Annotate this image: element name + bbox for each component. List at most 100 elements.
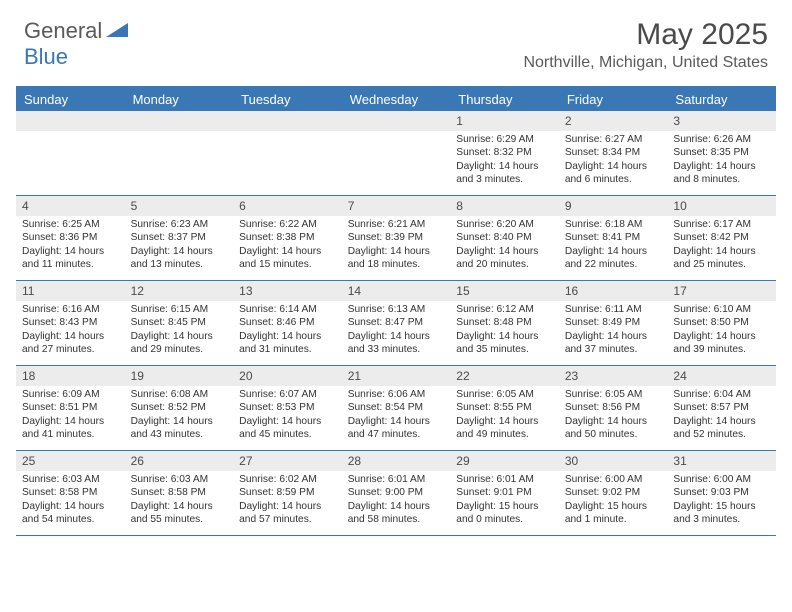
day-number: 6 [233, 196, 342, 216]
day-info: Sunrise: 6:16 AMSunset: 8:43 PMDaylight:… [16, 301, 125, 360]
location-text: Northville, Michigan, United States [523, 54, 768, 72]
daylight-text: Daylight: 14 hours and 13 minutes. [131, 245, 228, 272]
sunrise-text: Sunrise: 6:21 AM [348, 218, 445, 231]
day-cell: 23Sunrise: 6:05 AMSunset: 8:56 PMDayligh… [559, 366, 668, 450]
day-info: Sunrise: 6:25 AMSunset: 8:36 PMDaylight:… [16, 216, 125, 275]
daylight-text: Daylight: 14 hours and 35 minutes. [456, 330, 553, 357]
daylight-text: Daylight: 14 hours and 43 minutes. [131, 415, 228, 442]
sunrise-text: Sunrise: 6:25 AM [22, 218, 119, 231]
day-cell: 2Sunrise: 6:27 AMSunset: 8:34 PMDaylight… [559, 111, 668, 195]
day-cell: 21Sunrise: 6:06 AMSunset: 8:54 PMDayligh… [342, 366, 451, 450]
sunrise-text: Sunrise: 6:04 AM [673, 388, 770, 401]
day-number [125, 111, 234, 131]
day-cell: 12Sunrise: 6:15 AMSunset: 8:45 PMDayligh… [125, 281, 234, 365]
daylight-text: Daylight: 14 hours and 33 minutes. [348, 330, 445, 357]
day-info: Sunrise: 6:11 AMSunset: 8:49 PMDaylight:… [559, 301, 668, 360]
day-number: 12 [125, 281, 234, 301]
day-number: 10 [667, 196, 776, 216]
daylight-text: Daylight: 14 hours and 58 minutes. [348, 500, 445, 527]
day-number: 23 [559, 366, 668, 386]
sunrise-text: Sunrise: 6:27 AM [565, 133, 662, 146]
day-info: Sunrise: 6:05 AMSunset: 8:55 PMDaylight:… [450, 386, 559, 445]
day-number: 17 [667, 281, 776, 301]
sunrise-text: Sunrise: 6:01 AM [348, 473, 445, 486]
sunrise-text: Sunrise: 6:18 AM [565, 218, 662, 231]
day-info: Sunrise: 6:18 AMSunset: 8:41 PMDaylight:… [559, 216, 668, 275]
daylight-text: Daylight: 14 hours and 50 minutes. [565, 415, 662, 442]
logo-triangle-icon [106, 23, 128, 39]
sunset-text: Sunset: 8:56 PM [565, 401, 662, 414]
sunrise-text: Sunrise: 6:16 AM [22, 303, 119, 316]
day-cell: 19Sunrise: 6:08 AMSunset: 8:52 PMDayligh… [125, 366, 234, 450]
calendar: SundayMondayTuesdayWednesdayThursdayFrid… [16, 86, 776, 536]
day-info: Sunrise: 6:13 AMSunset: 8:47 PMDaylight:… [342, 301, 451, 360]
daylight-text: Daylight: 14 hours and 18 minutes. [348, 245, 445, 272]
day-number: 29 [450, 451, 559, 471]
sunrise-text: Sunrise: 6:02 AM [239, 473, 336, 486]
sunrise-text: Sunrise: 6:08 AM [131, 388, 228, 401]
week-row: 4Sunrise: 6:25 AMSunset: 8:36 PMDaylight… [16, 196, 776, 281]
day-info: Sunrise: 6:15 AMSunset: 8:45 PMDaylight:… [125, 301, 234, 360]
sunset-text: Sunset: 8:58 PM [131, 486, 228, 499]
day-cell: 18Sunrise: 6:09 AMSunset: 8:51 PMDayligh… [16, 366, 125, 450]
day-number: 22 [450, 366, 559, 386]
day-cell [342, 111, 451, 195]
sunset-text: Sunset: 8:49 PM [565, 316, 662, 329]
daylight-text: Daylight: 14 hours and 3 minutes. [456, 160, 553, 187]
day-info: Sunrise: 6:26 AMSunset: 8:35 PMDaylight:… [667, 131, 776, 190]
day-info: Sunrise: 6:09 AMSunset: 8:51 PMDaylight:… [16, 386, 125, 445]
day-number: 4 [16, 196, 125, 216]
sunset-text: Sunset: 9:01 PM [456, 486, 553, 499]
sunset-text: Sunset: 8:57 PM [673, 401, 770, 414]
sunset-text: Sunset: 8:46 PM [239, 316, 336, 329]
sunset-text: Sunset: 9:00 PM [348, 486, 445, 499]
daylight-text: Daylight: 15 hours and 0 minutes. [456, 500, 553, 527]
day-number [16, 111, 125, 131]
weekday-header: SundayMondayTuesdayWednesdayThursdayFrid… [16, 88, 776, 111]
daylight-text: Daylight: 15 hours and 1 minute. [565, 500, 662, 527]
day-cell: 1Sunrise: 6:29 AMSunset: 8:32 PMDaylight… [450, 111, 559, 195]
sunset-text: Sunset: 8:32 PM [456, 146, 553, 159]
sunset-text: Sunset: 8:35 PM [673, 146, 770, 159]
sunset-text: Sunset: 9:02 PM [565, 486, 662, 499]
day-info: Sunrise: 6:17 AMSunset: 8:42 PMDaylight:… [667, 216, 776, 275]
day-cell: 29 Sunrise: 6:01 AMSunset: 9:01 PMDayligh… [450, 451, 559, 535]
day-info: Sunrise: 6:02 AMSunset: 8:59 PMDaylight:… [233, 471, 342, 530]
day-cell: 31Sunrise: 6:00 AMSunset: 9:03 PMDayligh… [667, 451, 776, 535]
day-info: Sunrise: 6:20 AMSunset: 8:40 PMDaylight:… [450, 216, 559, 275]
sunrise-text: Sunrise: 6:13 AM [348, 303, 445, 316]
day-info: Sunrise: 6:14 AMSunset: 8:46 PMDaylight:… [233, 301, 342, 360]
sunrise-text: Sunrise: 6:26 AM [673, 133, 770, 146]
day-cell: 25Sunrise: 6:03 AMSunset: 8:58 PMDayligh… [16, 451, 125, 535]
sunset-text: Sunset: 8:39 PM [348, 231, 445, 244]
sunrise-text: Sunrise: 6:12 AM [456, 303, 553, 316]
day-cell: 3Sunrise: 6:26 AMSunset: 8:35 PMDaylight… [667, 111, 776, 195]
day-number: 18 [16, 366, 125, 386]
day-cell [125, 111, 234, 195]
day-number: 28 [342, 451, 451, 471]
day-cell [233, 111, 342, 195]
day-info: Sunrise: 6:27 AMSunset: 8:34 PMDaylight:… [559, 131, 668, 190]
sunrise-text: Sunrise: 6:17 AM [673, 218, 770, 231]
day-cell: 13Sunrise: 6:14 AMSunset: 8:46 PMDayligh… [233, 281, 342, 365]
daylight-text: Daylight: 14 hours and 41 minutes. [22, 415, 119, 442]
daylight-text: Daylight: 14 hours and 29 minutes. [131, 330, 228, 357]
daylight-text: Daylight: 14 hours and 49 minutes. [456, 415, 553, 442]
day-cell: 17Sunrise: 6:10 AMSunset: 8:50 PMDayligh… [667, 281, 776, 365]
sunset-text: Sunset: 8:59 PM [239, 486, 336, 499]
sunrise-text: Sunrise: 6:11 AM [565, 303, 662, 316]
day-cell: 16Sunrise: 6:11 AMSunset: 8:49 PMDayligh… [559, 281, 668, 365]
daylight-text: Daylight: 14 hours and 22 minutes. [565, 245, 662, 272]
sunrise-text: Sunrise: 6:10 AM [673, 303, 770, 316]
sunset-text: Sunset: 8:37 PM [131, 231, 228, 244]
day-info: Sunrise: 6:08 AMSunset: 8:52 PMDaylight:… [125, 386, 234, 445]
day-info: Sunrise: 6:03 AMSunset: 8:58 PMDaylight:… [125, 471, 234, 530]
day-number: 9 [559, 196, 668, 216]
sunset-text: Sunset: 8:58 PM [22, 486, 119, 499]
weekday-friday: Friday [559, 88, 668, 111]
day-cell: 9Sunrise: 6:18 AMSunset: 8:41 PMDaylight… [559, 196, 668, 280]
sunrise-text: Sunrise: 6:14 AM [239, 303, 336, 316]
sunrise-text: Sunrise: 6:01 AM [456, 473, 553, 486]
daylight-text: Daylight: 14 hours and 11 minutes. [22, 245, 119, 272]
day-cell: 4Sunrise: 6:25 AMSunset: 8:36 PMDaylight… [16, 196, 125, 280]
